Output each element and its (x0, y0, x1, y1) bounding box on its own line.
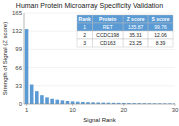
table-text: 35.31 (129, 32, 142, 38)
y-tick-label: 33 (15, 83, 22, 89)
x-tick (175, 104, 176, 106)
y-label: Strength of Signal (Z score) (2, 22, 8, 95)
axes: 03366991321651102030 (12, 10, 179, 113)
y-tick-label: 165 (12, 10, 23, 16)
table-text: 12.06 (154, 32, 167, 38)
x-label: Signal Rank (83, 117, 116, 123)
bar (61, 100, 65, 104)
table-text: S score (151, 16, 169, 22)
bar (50, 99, 54, 104)
table-cell (77, 39, 92, 47)
bars (25, 29, 175, 104)
table: Rank Protein Z score S score 1 RET 135.87 99.76… (77, 15, 173, 47)
bar (40, 95, 44, 104)
table-cell (77, 23, 92, 31)
table-text: Z score (127, 16, 145, 22)
x-tick-label: 10 (69, 107, 76, 113)
y-tick-label: 66 (15, 65, 22, 71)
x-tick (123, 104, 124, 106)
bar (66, 101, 70, 104)
y-tick-label: 132 (12, 28, 23, 34)
table-text: 135.87 (128, 24, 144, 30)
x-tick (26, 104, 27, 106)
x-axis (24, 104, 175, 105)
table-text: Protein (99, 16, 116, 22)
table-cell (148, 39, 173, 47)
table-text: 3 (83, 40, 86, 46)
bar (45, 97, 49, 104)
table-text: 8.39 (156, 40, 166, 46)
chart: Human Protein Microarray Specificity Val… (0, 0, 179, 126)
table-cell (148, 23, 173, 31)
bar (35, 91, 39, 104)
table-cell (77, 31, 92, 39)
y-tick-label: 99 (15, 46, 22, 52)
table-text: CD163 (100, 40, 116, 46)
table-text: 23.25 (129, 40, 142, 46)
table-cell (123, 15, 148, 23)
y-tick (24, 49, 175, 50)
table-cell (123, 31, 148, 39)
table-text: CCDC198 (96, 32, 119, 38)
x-tick-label: 1 (25, 107, 29, 113)
table-cell (92, 15, 123, 23)
bar (55, 100, 59, 104)
y-axis (24, 13, 25, 104)
x-tick-label: 30 (172, 107, 179, 113)
bar (30, 85, 34, 104)
table-cell (123, 23, 148, 31)
bar (76, 102, 80, 104)
table-cell (148, 15, 173, 23)
x-tick (72, 104, 73, 106)
table-cell (123, 39, 148, 47)
x-tick-label: 20 (120, 107, 127, 113)
table-text: RET (103, 24, 113, 30)
table-cell (77, 15, 92, 23)
table-cell (92, 23, 123, 31)
y-tick (24, 67, 175, 68)
bar (81, 102, 85, 104)
table-cell (92, 31, 123, 39)
table-text: Rank (79, 16, 91, 22)
bar (25, 29, 29, 104)
title: Human Protein Microarray Specificity Val… (16, 2, 163, 10)
table-text: 99.76 (154, 24, 167, 30)
table-text: 1 (83, 24, 86, 30)
table-cell (92, 39, 123, 47)
y-tick-label: 0 (19, 101, 23, 107)
bar (71, 101, 75, 104)
y-tick (24, 85, 175, 86)
table-text: 2 (83, 32, 86, 38)
y-tick (24, 13, 175, 14)
table-cell (148, 31, 173, 39)
